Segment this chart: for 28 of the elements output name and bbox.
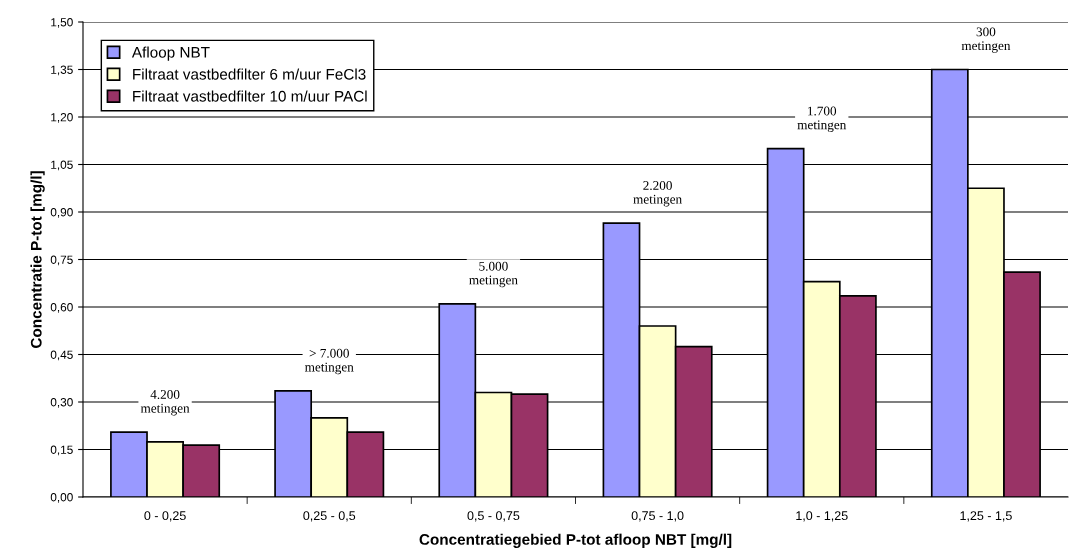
legend-label: Filtraat vastbedfilter 10 m/uur PACl [133, 90, 367, 102]
x-tick-label: 1,25 - 1,5 [960, 511, 1012, 522]
annotation: 1.700 metingen [797, 106, 847, 132]
x-axis-title: Concentratiegebied P-tot afloop NBT [mg/l] [419, 533, 732, 548]
annotation: 2.200 metingen [633, 181, 682, 207]
annotation: 4.200 metingen [140, 390, 190, 416]
y-tick-label: 0,30 [50, 398, 73, 408]
y-tick-label: 1,05 [51, 160, 73, 171]
y-tick-label: 1,20 [51, 113, 73, 123]
x-tick-label: 0,75 - 1,0 [631, 511, 684, 522]
x-tick-label: 0,5 - 0,75 [467, 511, 520, 522]
annotation: 5.000 metingen [469, 261, 518, 288]
y-tick-label: 0,00 [50, 493, 73, 503]
x-tick-label: 1,0 - 1,25 [796, 511, 848, 522]
y-tick-label: 0,15 [50, 445, 73, 456]
y-axis-title: Concentratie P-tot [mg/l] [30, 171, 45, 348]
x-tick-label: 0 - 0,25 [144, 511, 186, 522]
y-tick-label: 0,90 [50, 208, 73, 218]
x-tick-label: 0,25 - 0,5 [303, 511, 356, 522]
y-tick-label: 0,60 [50, 303, 73, 313]
legend-label: Filtraat vastbedfilter 6 m/uur FeCl3 [133, 68, 366, 80]
y-tick-label: 1,50 [51, 18, 73, 28]
annotation: 300 metingen [961, 27, 1011, 53]
y-tick-label: 0,45 [50, 350, 73, 361]
y-tick-label: 0,75 [50, 255, 73, 266]
annotation: > 7.000 metingen [304, 348, 354, 375]
legend-label: Afloop NBT [131, 46, 210, 61]
y-tick-label: 1,35 [51, 65, 73, 76]
